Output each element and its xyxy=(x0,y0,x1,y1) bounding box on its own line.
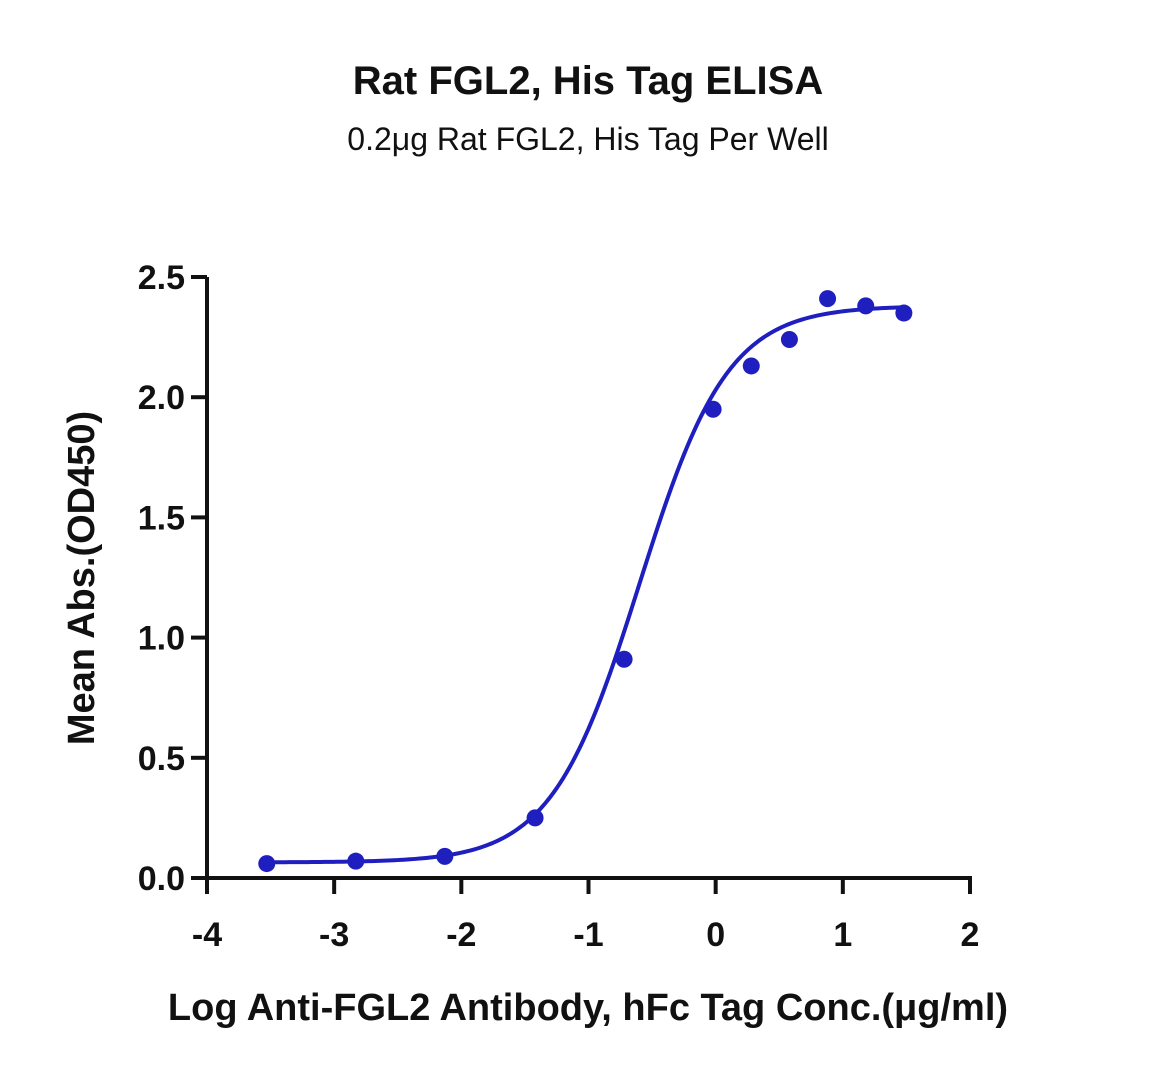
axes: -4 -3 -2 -1 0 1 2 0.0 0.5 1.0 1.5 2.0 2.5 xyxy=(138,259,980,954)
y-tick-label: 2.0 xyxy=(138,379,185,417)
chart-title: Rat FGL2, His Tag ELISA xyxy=(353,59,823,103)
chart-subtitle: 0.2μg Rat FGL2, His Tag Per Well xyxy=(347,121,828,157)
x-tick-label: 0 xyxy=(706,916,725,954)
y-tick-label: 0.5 xyxy=(138,740,185,778)
data-point xyxy=(742,357,760,375)
data-point xyxy=(895,304,913,322)
x-tick-label: 2 xyxy=(961,916,980,954)
x-tick-label: -2 xyxy=(446,916,476,954)
x-tick-label: -4 xyxy=(192,916,222,954)
data-point xyxy=(704,400,722,418)
fit-curve xyxy=(266,305,904,865)
data-point xyxy=(819,290,837,308)
y-tick-label: 1.5 xyxy=(138,499,185,537)
data-point xyxy=(347,852,365,870)
y-tick-label: 2.5 xyxy=(138,259,185,297)
data-point xyxy=(436,847,454,865)
x-tick-label: -1 xyxy=(573,916,603,954)
x-tick-label: 1 xyxy=(833,916,852,954)
data-point xyxy=(780,331,798,349)
plot-area xyxy=(258,290,913,873)
data-point xyxy=(526,809,544,827)
y-tick-label: 0.0 xyxy=(138,860,185,898)
data-point xyxy=(857,297,875,315)
data-point xyxy=(615,650,633,668)
x-tick-label: -3 xyxy=(319,916,349,954)
y-axis-label: Mean Abs.(OD450) xyxy=(61,411,103,745)
y-tick-label: 1.0 xyxy=(138,620,185,658)
x-axis-label: Log Anti-FGL2 Antibody, hFc Tag Conc.(μg… xyxy=(168,987,1008,1029)
data-point xyxy=(258,855,276,873)
